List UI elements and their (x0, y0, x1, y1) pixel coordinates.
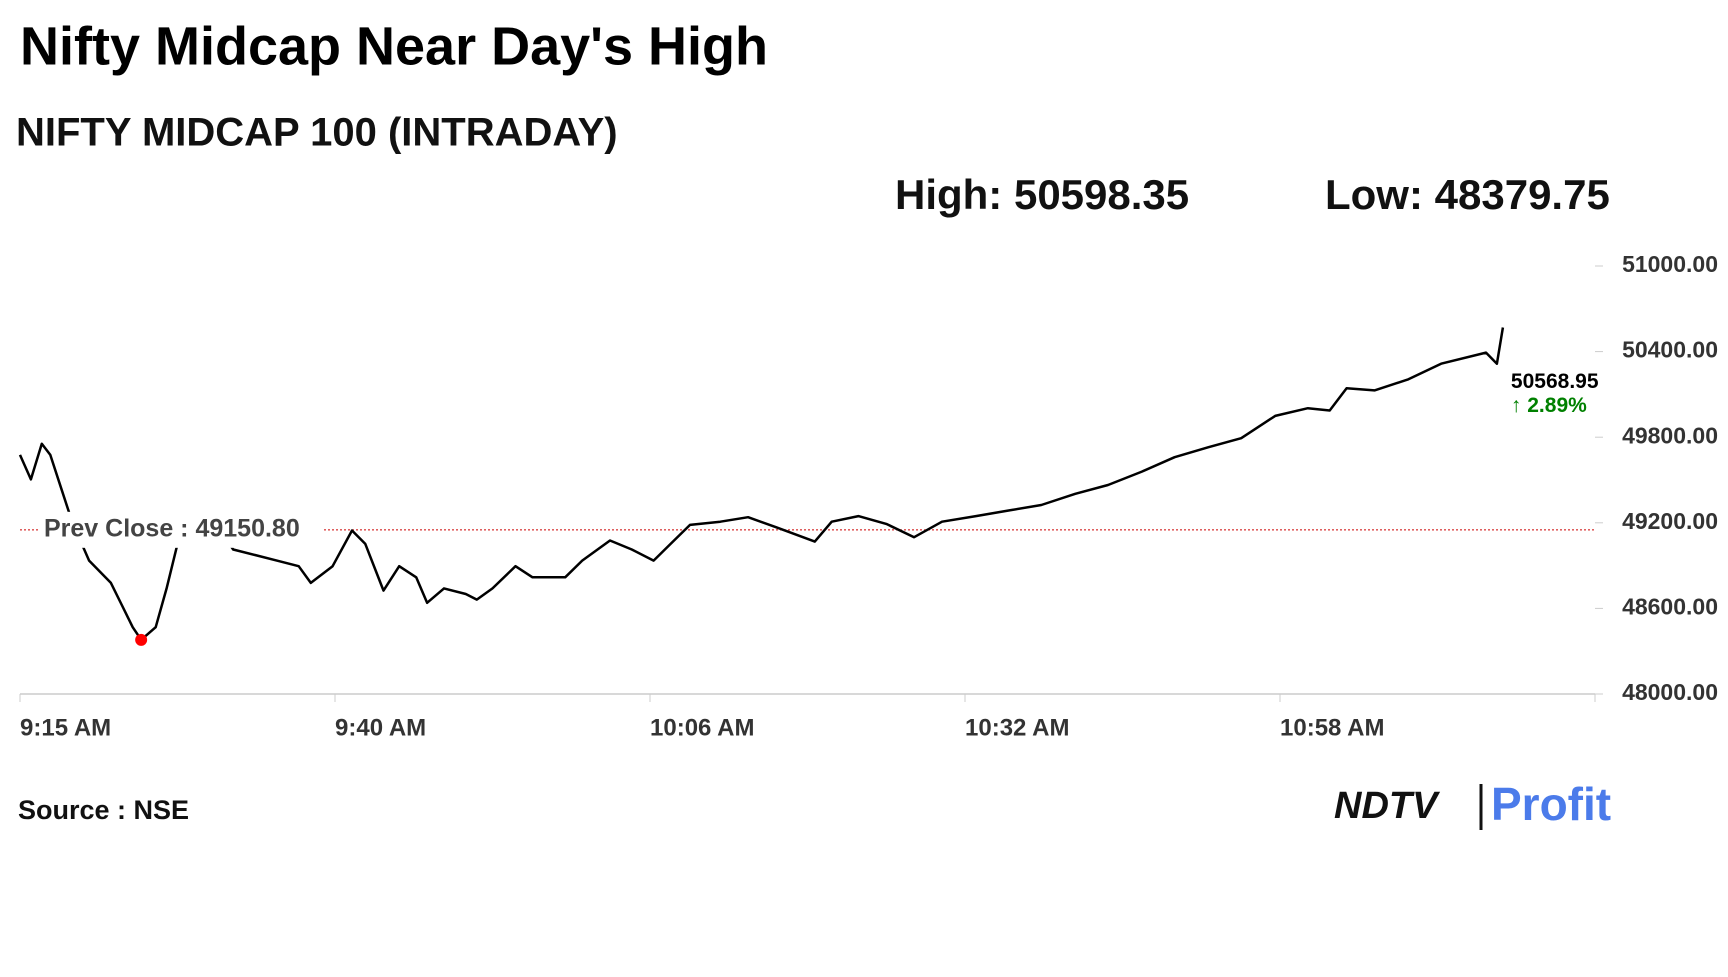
x-tick-label: 9:15 AM (20, 714, 111, 741)
low-text: Low: 48379.75 (1325, 171, 1610, 218)
x-tick-label: 10:58 AM (1280, 714, 1384, 741)
last-value-label: 50568.95 (1511, 370, 1599, 393)
y-tick-label: 49200.00 (1622, 508, 1718, 534)
y-tick-label: 48000.00 (1622, 679, 1718, 705)
x-tick-label: 10:32 AM (965, 714, 1069, 741)
x-tick-label: 9:40 AM (335, 714, 426, 741)
y-tick-label: 51000.00 (1622, 251, 1718, 277)
y-tick-label: 48600.00 (1622, 593, 1718, 619)
change-label: ↑ 2.89% (1511, 394, 1587, 417)
y-tick-label: 50400.00 (1622, 337, 1718, 363)
low-marker (135, 633, 148, 646)
price-line (18, 327, 1505, 642)
logo-profit: Profit (1491, 778, 1611, 830)
chart-title: Nifty Midcap Near Day's High (20, 16, 768, 76)
prev-close-label: Prev Close : 49150.80 (44, 514, 300, 542)
source: Source : NSE (18, 795, 189, 825)
last-label-bg (1508, 367, 1609, 398)
x-tick-label: 10:06 AM (650, 714, 754, 741)
y-tick-label: 49800.00 (1622, 422, 1718, 448)
logo-ndtv: NDTV (1334, 785, 1440, 827)
high-text: High: 50598.35 (895, 171, 1189, 218)
prev-close-label-bg (38, 511, 323, 548)
chart-subtitle: NIFTY MIDCAP 100 (INTRADAY) (16, 111, 618, 155)
